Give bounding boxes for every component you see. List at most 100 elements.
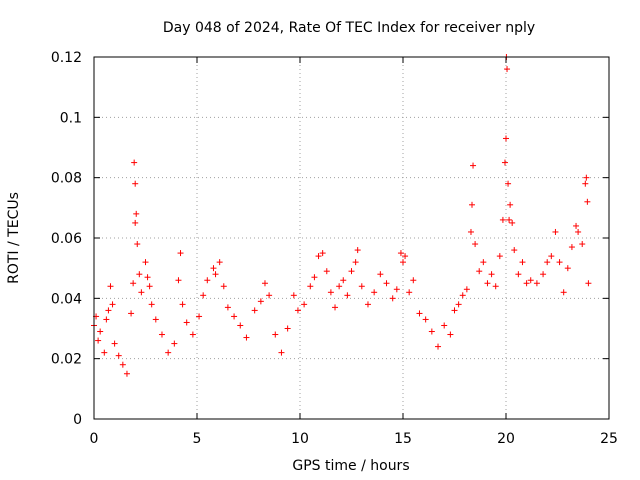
x-tick-label: 15 [394,431,412,447]
data-point [307,283,314,290]
data-point [107,283,114,290]
data-point [584,198,591,205]
data-point [358,283,365,290]
data-point [582,180,589,187]
data-point [165,349,172,356]
data-point [142,259,149,266]
data-point [216,259,223,266]
data-point [323,268,330,275]
data-point [488,271,495,278]
data-point [132,180,139,187]
data-point [251,307,258,314]
data-point [564,265,571,272]
data-point [523,280,530,287]
data-point [544,259,551,266]
y-axis-tick-labels: 0 0.02 0.04 0.06 0.08 0.1 0.12 [51,50,82,428]
data-point [364,301,371,308]
data-point [144,274,151,281]
data-point [224,304,231,311]
data-point [132,219,139,226]
data-point [315,253,322,260]
y-tick-label: 0.06 [51,231,82,247]
data-point [496,253,503,260]
data-point [175,277,182,284]
data-point [515,271,522,278]
data-point [290,292,297,299]
data-point [447,331,454,338]
data-point [130,280,137,287]
chart-title: Day 048 of 2024, Rate Of TEC Index for r… [163,20,535,36]
data-point [327,289,334,296]
y-tick-label: 0.1 [60,110,82,126]
data-point [371,289,378,296]
data-point [231,313,238,320]
data-point [134,241,141,248]
x-tick-label: 20 [497,431,515,447]
data-point [152,316,159,323]
data-point [575,228,582,235]
data-point [119,361,126,368]
data-point [519,259,526,266]
data-point [492,283,499,290]
data-point [467,228,474,235]
y-tick-label: 0.12 [51,50,82,66]
data-point [441,322,448,329]
data-point [171,340,178,347]
data-points [91,54,592,377]
data-point [196,313,203,320]
data-point [540,271,547,278]
data-point [128,310,135,317]
data-point [435,343,442,350]
data-point [506,216,513,223]
data-point [472,241,479,248]
data-point [397,250,404,257]
data-point [511,247,518,254]
data-point [348,268,355,275]
x-tick-label: 5 [193,431,202,447]
data-point [583,174,590,181]
data-point [469,201,476,208]
data-point [210,265,217,272]
data-point [261,280,268,287]
y-tick-label: 0.08 [51,171,82,187]
data-point [459,292,466,299]
data-point [476,268,483,275]
y-tick-label: 0.04 [51,291,82,307]
data-point [573,222,580,229]
data-point [123,370,130,377]
data-point [383,280,390,287]
data-point [484,280,491,287]
x-axis-tick-labels: 0 5 10 15 20 25 [90,431,618,447]
data-point [148,301,155,308]
data-point [301,301,308,308]
data-point [257,298,264,305]
data-point [105,307,112,314]
data-point [272,331,279,338]
data-point [568,244,575,251]
data-point [389,295,396,302]
x-tick-label: 10 [291,431,309,447]
data-point [332,304,339,311]
data-point [400,259,406,266]
y-tick-label: 0 [73,412,82,428]
data-point [552,228,559,235]
data-point [344,292,351,299]
data-point [406,289,413,296]
data-point [509,219,516,226]
y-axis-label: ROTI / TECUs [6,192,22,284]
data-point [503,135,509,142]
data-point [278,349,285,356]
data-point [109,301,116,308]
data-point [428,328,435,335]
plot-frame [93,56,610,420]
data-point [354,247,361,254]
data-point [402,253,409,260]
data-point [533,280,540,287]
data-point [463,286,470,293]
data-point [131,159,138,166]
data-point [455,301,462,308]
data-point [183,319,190,326]
data-point [393,286,400,293]
data-point [243,334,250,341]
